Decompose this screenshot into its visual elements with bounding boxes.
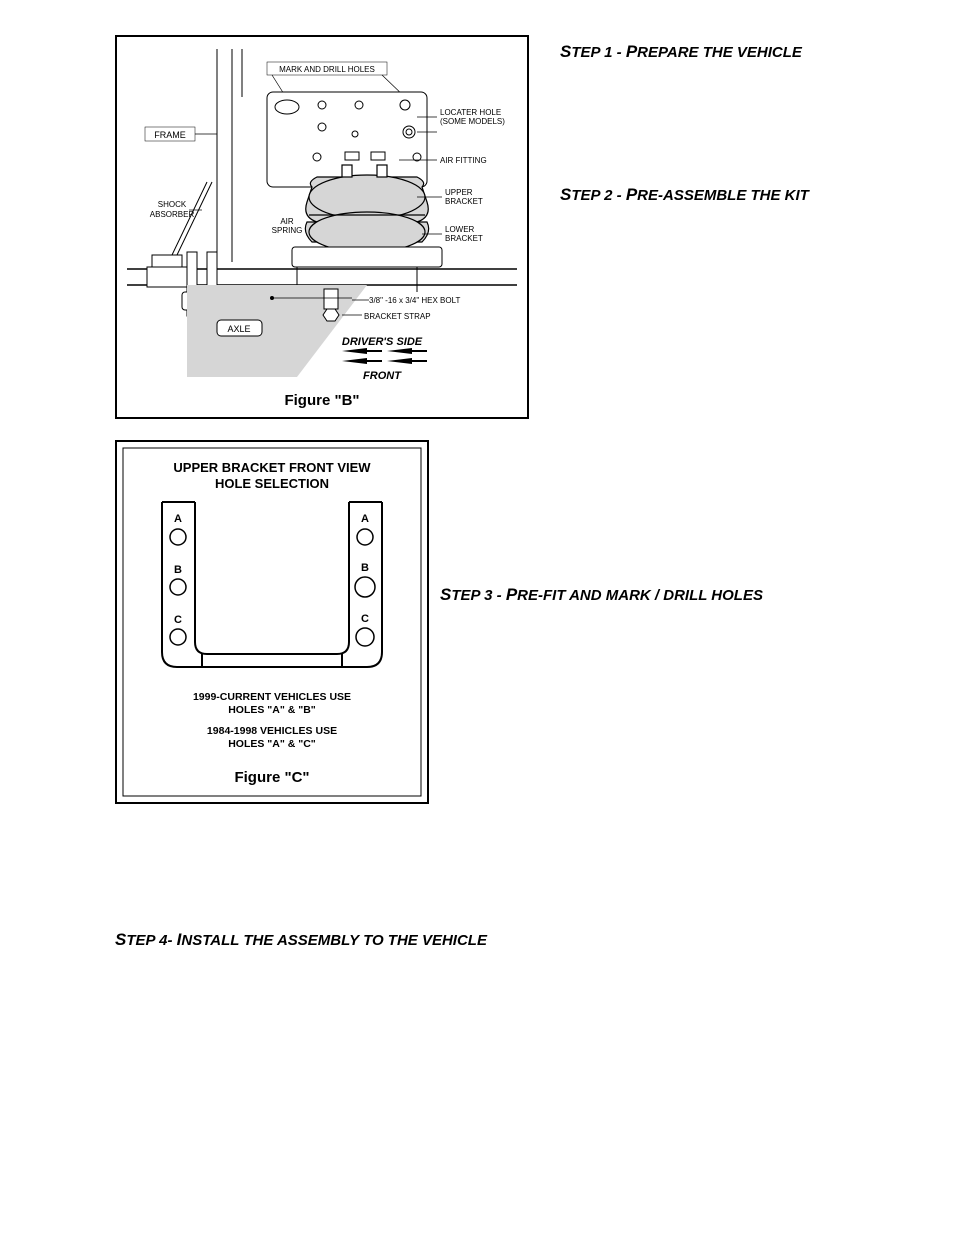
hole-a-right: A — [361, 513, 369, 525]
figure-b-caption: Figure "B" — [284, 392, 359, 409]
axle-label: AXLE — [227, 324, 250, 334]
shock-label-1: SHOCK — [158, 200, 187, 209]
mark-drill-label: MARK AND DRILL HOLES — [279, 65, 375, 74]
locater-label-2: (SOME MODELS) — [440, 117, 505, 126]
air-fitting-label: AIR FITTING — [440, 156, 487, 165]
upper-bracket-label-2: BRACKET — [445, 197, 483, 206]
step-4-heading: STEP 4- INSTALL THE ASSEMBLY TO THE VEHI… — [115, 930, 487, 950]
front-label: FRONT — [363, 370, 402, 382]
drivers-side-label: DRIVER'S SIDE — [342, 336, 423, 348]
figure-c-caption: Figure "C" — [234, 769, 309, 786]
frame-label: FRAME — [154, 130, 186, 140]
upper-bracket-label-1: UPPER — [445, 188, 473, 197]
step-3-heading: STEP 3 - PRE-FIT AND MARK / DRILL HOLES — [440, 585, 763, 605]
figure-c: UPPER BRACKET FRONT VIEW HOLE SELECTION — [115, 440, 429, 804]
hole-a-left: A — [174, 513, 182, 525]
bracket-strap-label: BRACKET STRAP — [364, 312, 431, 321]
shock-label-2: ABSORBER — [150, 210, 195, 219]
figc-note1b: HOLES "A" & "B" — [228, 704, 316, 716]
figure-b: MARK AND DRILL HOLES — [115, 35, 529, 419]
lower-bracket-label-2: BRACKET — [445, 234, 483, 243]
step-1-prefix: S — [560, 42, 571, 61]
figc-note1a: 1999-CURRENT VEHICLES USE — [193, 691, 351, 703]
step-1-heading: STEP 1 - PREPARE THE VEHICLE — [560, 42, 802, 62]
lower-bracket-label-1: LOWER — [445, 225, 475, 234]
step-2-heading: STEP 2 - PRE-ASSEMBLE THE KIT — [560, 185, 809, 205]
hex-bolt-label: 3/8" -16 x 3/4" HEX BOLT — [369, 296, 460, 305]
page: STEP 1 - PREPARE THE VEHICLE STEP 2 - PR… — [0, 0, 954, 1235]
figc-note2b: HOLES "A" & "C" — [228, 738, 316, 750]
hole-b-right: B — [361, 562, 369, 574]
figure-b-svg: MARK AND DRILL HOLES — [117, 37, 527, 417]
air-spring-label-1: AIR — [280, 217, 294, 226]
figc-title-2: HOLE SELECTION — [215, 476, 329, 491]
hole-b-left: B — [174, 564, 182, 576]
figc-note2a: 1984-1998 VEHICLES USE — [207, 725, 337, 737]
locater-label-1: LOCATER HOLE — [440, 108, 501, 117]
figure-c-svg: UPPER BRACKET FRONT VIEW HOLE SELECTION — [117, 442, 427, 802]
hole-c-right: C — [361, 613, 369, 625]
air-spring-label-2: SPRING — [272, 226, 303, 235]
hole-c-left: C — [174, 614, 182, 626]
figc-title-1: UPPER BRACKET FRONT VIEW — [173, 460, 371, 475]
